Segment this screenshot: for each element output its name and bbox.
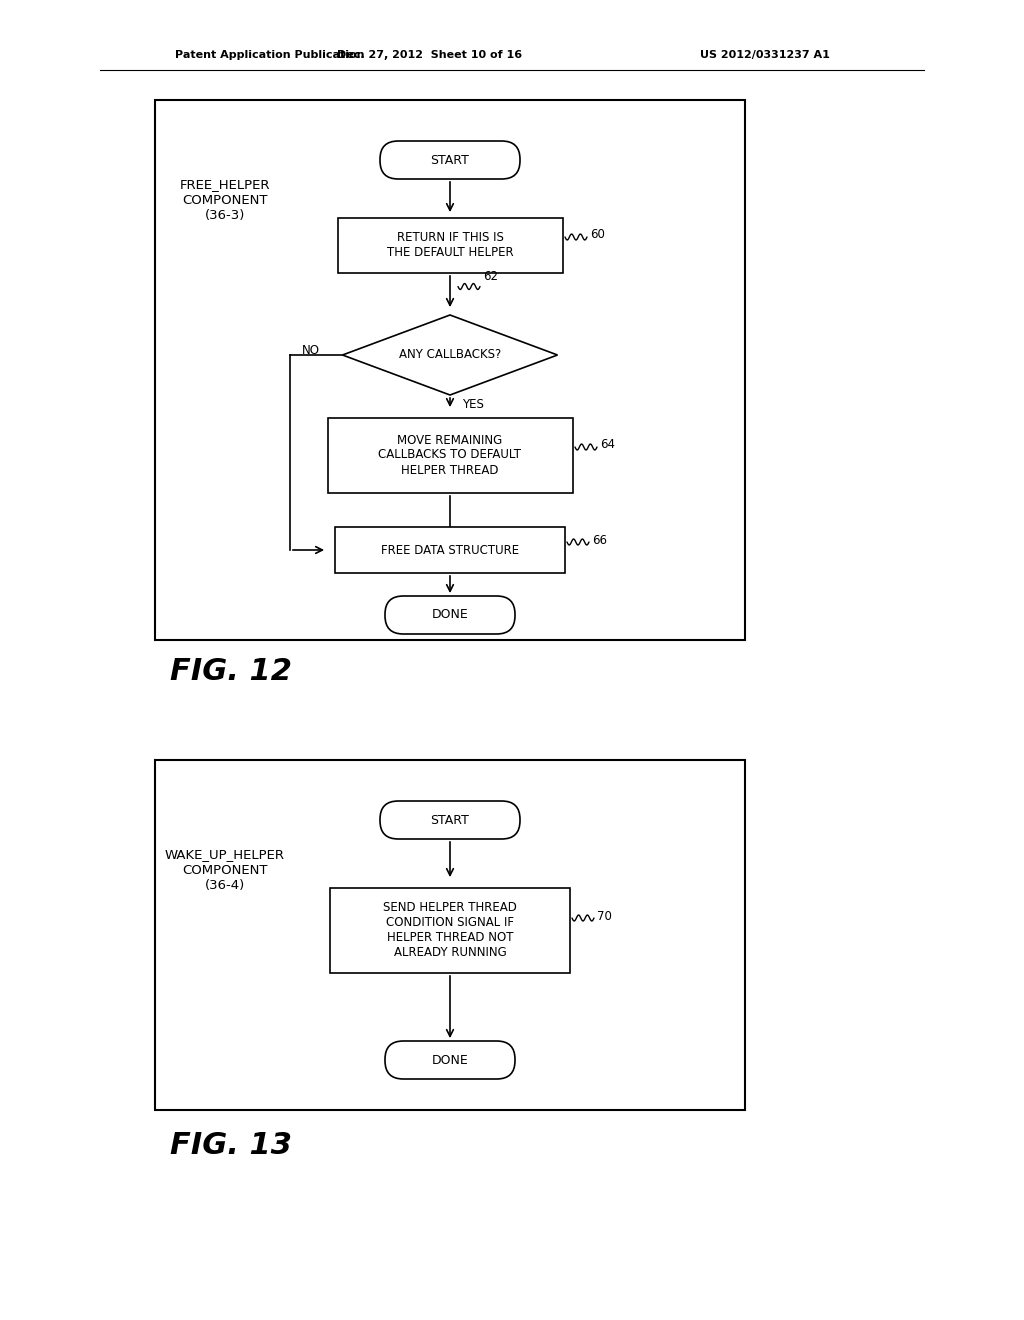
Text: NO: NO	[302, 343, 319, 356]
Text: FIG. 13: FIG. 13	[170, 1130, 292, 1159]
Text: START: START	[430, 813, 469, 826]
Text: FIG. 12: FIG. 12	[170, 657, 292, 686]
Text: RETURN IF THIS IS
THE DEFAULT HELPER: RETURN IF THIS IS THE DEFAULT HELPER	[387, 231, 513, 259]
Text: 64: 64	[600, 438, 615, 451]
Text: FREE_HELPER
COMPONENT
(36-3): FREE_HELPER COMPONENT (36-3)	[180, 178, 270, 222]
Text: DONE: DONE	[432, 1053, 468, 1067]
FancyBboxPatch shape	[380, 801, 520, 840]
Text: 62: 62	[483, 271, 498, 282]
Text: MOVE REMAINING
CALLBACKS TO DEFAULT
HELPER THREAD: MOVE REMAINING CALLBACKS TO DEFAULT HELP…	[379, 433, 521, 477]
FancyBboxPatch shape	[385, 1041, 515, 1078]
Bar	[328, 417, 572, 492]
Text: ANY CALLBACKS?: ANY CALLBACKS?	[399, 348, 501, 362]
Text: FREE DATA STRUCTURE: FREE DATA STRUCTURE	[381, 544, 519, 557]
Text: 60: 60	[590, 228, 605, 242]
Bar	[330, 887, 570, 973]
Text: DONE: DONE	[432, 609, 468, 622]
Polygon shape	[342, 315, 557, 395]
FancyBboxPatch shape	[380, 141, 520, 180]
Text: START: START	[430, 153, 469, 166]
Bar	[155, 100, 745, 640]
Bar	[335, 527, 565, 573]
Text: Patent Application Publication: Patent Application Publication	[175, 50, 365, 59]
Text: SEND HELPER THREAD
CONDITION SIGNAL IF
HELPER THREAD NOT
ALREADY RUNNING: SEND HELPER THREAD CONDITION SIGNAL IF H…	[383, 902, 517, 960]
Bar	[338, 218, 562, 272]
Text: US 2012/0331237 A1: US 2012/0331237 A1	[700, 50, 829, 59]
FancyBboxPatch shape	[385, 597, 515, 634]
Text: 66: 66	[592, 533, 607, 546]
Text: 70: 70	[597, 909, 612, 923]
Text: YES: YES	[462, 399, 484, 412]
Text: WAKE_UP_HELPER
COMPONENT
(36-4): WAKE_UP_HELPER COMPONENT (36-4)	[165, 849, 285, 891]
Bar	[155, 760, 745, 1110]
Text: Dec. 27, 2012  Sheet 10 of 16: Dec. 27, 2012 Sheet 10 of 16	[338, 50, 522, 59]
